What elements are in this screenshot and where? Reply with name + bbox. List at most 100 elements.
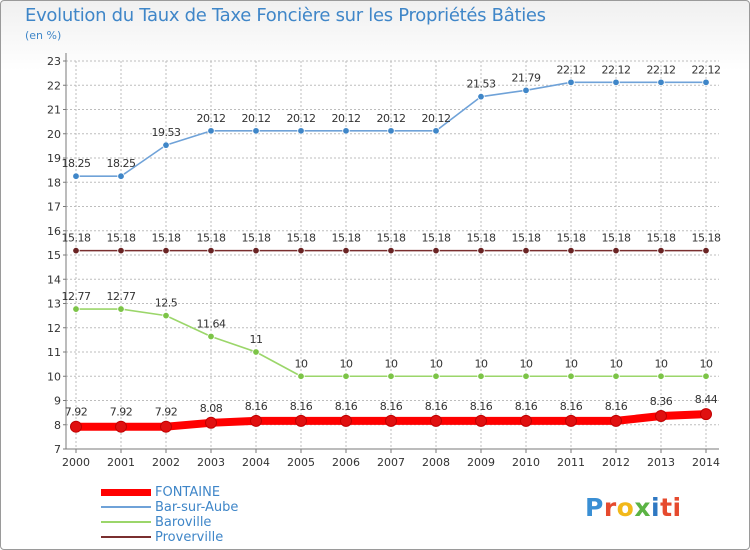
chart-title: Evolution du Taux de Taxe Foncière sur l… — [25, 5, 546, 26]
legend-label-fontaine: FONTAINE — [155, 485, 221, 500]
unit-label: (en %) — [25, 29, 62, 42]
data-point-bar-sur-aube — [117, 172, 125, 180]
y-tick-label: 17 — [47, 201, 61, 214]
data-label-baroville: 10 — [430, 357, 443, 370]
legend-swatch-fontaine — [101, 489, 151, 496]
data-label-bar-sur-aube: 20.12 — [242, 112, 271, 125]
data-label-proverville: 15.18 — [602, 232, 631, 245]
data-label-baroville: 11 — [250, 333, 263, 346]
data-label-fontaine: 8.16 — [380, 400, 403, 413]
x-tick-label: 2014 — [692, 456, 720, 469]
data-point-bar-sur-aube — [612, 78, 620, 87]
data-label-fontaine: 8.16 — [425, 400, 448, 413]
data-labels: 7.92 7.92 7.92 8.08 8.16 8.16 8.16 8.16 8.16 8.16… — [62, 63, 722, 419]
data-label-proverville: 15.18 — [107, 232, 136, 245]
x-tick-label: 2005 — [287, 456, 315, 469]
data-point-baroville — [207, 332, 215, 341]
data-label-proverville: 15.18 — [512, 232, 541, 245]
y-tick-label: 11 — [47, 346, 61, 359]
y-tick-label: 19 — [47, 152, 61, 165]
data-label-baroville: 10 — [475, 357, 488, 370]
y-tick-label: 23 — [47, 55, 61, 68]
data-point-proverville — [342, 246, 350, 255]
data-point-baroville — [72, 305, 80, 313]
data-point-baroville — [657, 372, 665, 380]
legend-label-bar-sur-aube: Bar-sur-Aube — [155, 500, 239, 515]
data-label-fontaine: 8.16 — [605, 400, 628, 413]
data-point-proverville — [117, 246, 125, 255]
data-point-baroville — [567, 372, 575, 380]
data-label-fontaine: 8.16 — [515, 400, 538, 413]
data-label-baroville: 11.64 — [197, 317, 226, 330]
data-label-proverville: 15.18 — [197, 232, 226, 245]
data-label-baroville: 10 — [295, 357, 308, 370]
data-label-proverville: 15.18 — [557, 232, 586, 245]
data-point-proverville — [207, 246, 215, 255]
data-label-fontaine: 7.92 — [155, 406, 178, 419]
x-tick-label: 2003 — [197, 456, 225, 469]
data-label-proverville: 15.18 — [152, 232, 181, 245]
data-point-bar-sur-aube — [567, 78, 575, 87]
data-label-bar-sur-aube: 18.25 — [62, 157, 91, 170]
data-point-fontaine — [475, 414, 487, 427]
data-point-fontaine — [295, 414, 307, 427]
x-tick-label: 2002 — [152, 456, 180, 469]
x-tick-label: 2012 — [602, 456, 630, 469]
gridlines — [66, 60, 719, 450]
x-tick-label: 2007 — [377, 456, 405, 469]
data-point-bar-sur-aube — [297, 127, 305, 135]
data-point-baroville — [387, 372, 395, 380]
y-tick-label: 16 — [47, 225, 61, 238]
data-point-proverville — [432, 246, 440, 255]
y-tick-label: 18 — [47, 176, 61, 189]
legend-item-baroville: Baroville — [101, 515, 361, 530]
data-point-fontaine — [520, 414, 532, 427]
y-tick-label: 15 — [47, 249, 61, 262]
legend-item-bar-sur-aube: Bar-sur-Aube — [101, 500, 361, 515]
data-point-bar-sur-aube — [702, 78, 710, 87]
data-label-proverville: 15.18 — [422, 232, 451, 245]
data-label-fontaine: 8.08 — [200, 402, 223, 415]
data-label-baroville: 10 — [700, 357, 713, 370]
data-point-bar-sur-aube — [252, 127, 260, 135]
data-point-proverville — [297, 246, 305, 255]
data-label-proverville: 15.18 — [467, 232, 496, 245]
x-tick-label: 2001 — [107, 456, 135, 469]
legend-swatch-baroville — [101, 521, 151, 523]
legend: FONTAINE Bar-sur-Aube Baroville Provervi… — [101, 485, 361, 545]
data-label-proverville: 15.18 — [692, 232, 721, 245]
data-point-fontaine — [160, 420, 172, 433]
data-label-baroville: 10 — [385, 357, 398, 370]
data-point-baroville — [432, 372, 440, 380]
data-point-fontaine — [115, 420, 127, 433]
data-point-fontaine — [700, 408, 712, 421]
data-label-bar-sur-aube: 21.79 — [512, 71, 541, 84]
x-tick-label: 2009 — [467, 456, 495, 469]
data-label-baroville: 10 — [340, 357, 353, 370]
data-point-baroville — [612, 372, 620, 380]
data-label-fontaine: 8.44 — [695, 393, 718, 406]
y-tick-label: 10 — [47, 370, 61, 383]
data-label-baroville: 12.77 — [107, 290, 136, 303]
data-label-bar-sur-aube: 22.12 — [557, 63, 586, 76]
data-label-bar-sur-aube: 22.12 — [602, 63, 631, 76]
data-point-baroville — [297, 372, 305, 380]
data-point-fontaine — [565, 414, 577, 427]
y-tick-label: 22 — [47, 79, 61, 92]
data-label-bar-sur-aube: 19.53 — [152, 126, 181, 139]
data-label-bar-sur-aube: 20.12 — [197, 112, 226, 125]
data-point-baroville — [477, 372, 485, 380]
data-point-baroville — [117, 305, 125, 313]
data-label-bar-sur-aube: 20.12 — [377, 112, 406, 125]
legend-swatch-bar-sur-aube — [101, 506, 151, 508]
data-point-bar-sur-aube — [162, 141, 170, 149]
data-label-proverville: 15.18 — [287, 232, 316, 245]
data-label-proverville: 15.18 — [332, 232, 361, 245]
x-tick-label: 2010 — [512, 456, 540, 469]
data-label-proverville: 15.18 — [647, 232, 676, 245]
data-point-baroville — [252, 348, 260, 356]
data-point-proverville — [72, 246, 80, 255]
x-tick-label: 2004 — [242, 456, 270, 469]
data-label-fontaine: 8.16 — [245, 400, 268, 413]
